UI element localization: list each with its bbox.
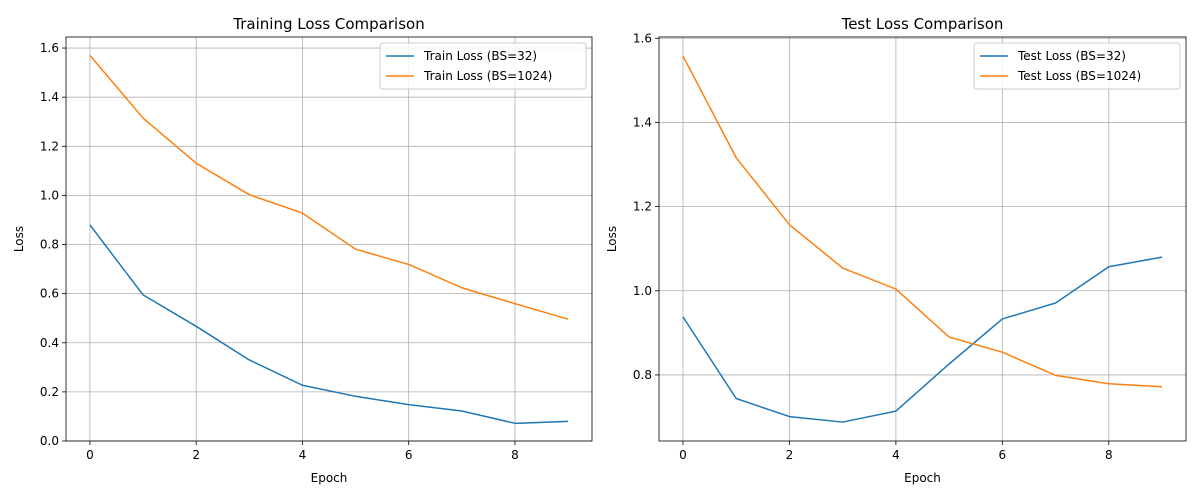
x-tick-label: 6: [405, 448, 413, 462]
y-tick-label: 1.6: [40, 41, 59, 55]
y-tick-label: 1.2: [633, 200, 652, 214]
x-tick-label: 2: [786, 448, 794, 462]
y-tick-label: 1.4: [633, 115, 652, 129]
chart-title: Training Loss Comparison: [232, 15, 424, 33]
series-line-1: [89, 224, 569, 425]
legend-label: Test Loss (BS=32): [1017, 49, 1126, 63]
chart-1: 0 2 4 6 8 0.0 0.2 0.4 0.6 0.8 1.0 1.2 1.4 1.6 Training…: [12, 15, 593, 485]
y-tick-label: 0.4: [40, 336, 59, 350]
y-tick-label: 0.2: [40, 385, 59, 399]
y-tick-label: 1.2: [40, 139, 59, 153]
legend-box: [379, 42, 587, 90]
y-tick-label: 0.6: [40, 287, 59, 301]
x-tick-label: 0: [679, 448, 687, 462]
y-axis-label: Loss: [605, 226, 619, 252]
y-tick-label: 1.6: [633, 31, 652, 45]
series-line-2: [682, 55, 1163, 388]
y-tick-label: 0.8: [40, 238, 59, 252]
axes-frame: [658, 36, 1187, 442]
y-tick-label: 1.0: [633, 284, 652, 298]
x-tick-label: 6: [999, 448, 1007, 462]
y-tick-label: 1.4: [40, 90, 59, 104]
legend-label: Test Loss (BS=1024): [1017, 69, 1141, 83]
x-tick-label: 4: [299, 448, 307, 462]
series-line-2: [89, 54, 569, 320]
x-tick-label: 0: [86, 448, 94, 462]
x-tick-label: 4: [892, 448, 900, 462]
legend-label: Train Loss (BS=32): [423, 49, 537, 63]
x-tick-label: 8: [1105, 448, 1113, 462]
series-line-1: [682, 256, 1163, 423]
legend-box: [973, 42, 1181, 90]
y-tick-label: 0.8: [633, 368, 652, 382]
x-tick-label: 8: [511, 448, 519, 462]
chart-2: 0 2 4 6 8 0.8 1.0 1.2 1.4 1.6 Test Loss Comparison…: [605, 15, 1187, 485]
legend-label: Train Loss (BS=1024): [423, 69, 552, 83]
y-axis-label: Loss: [12, 226, 26, 252]
y-tick-label: 0.0: [40, 434, 59, 448]
x-tick-label: 2: [192, 448, 200, 462]
x-axis-label: Epoch: [904, 471, 941, 485]
x-axis-label: Epoch: [311, 471, 348, 485]
chart-title: Test Loss Comparison: [841, 15, 1004, 33]
y-tick-label: 1.0: [40, 188, 59, 202]
axes-frame: [65, 36, 593, 442]
